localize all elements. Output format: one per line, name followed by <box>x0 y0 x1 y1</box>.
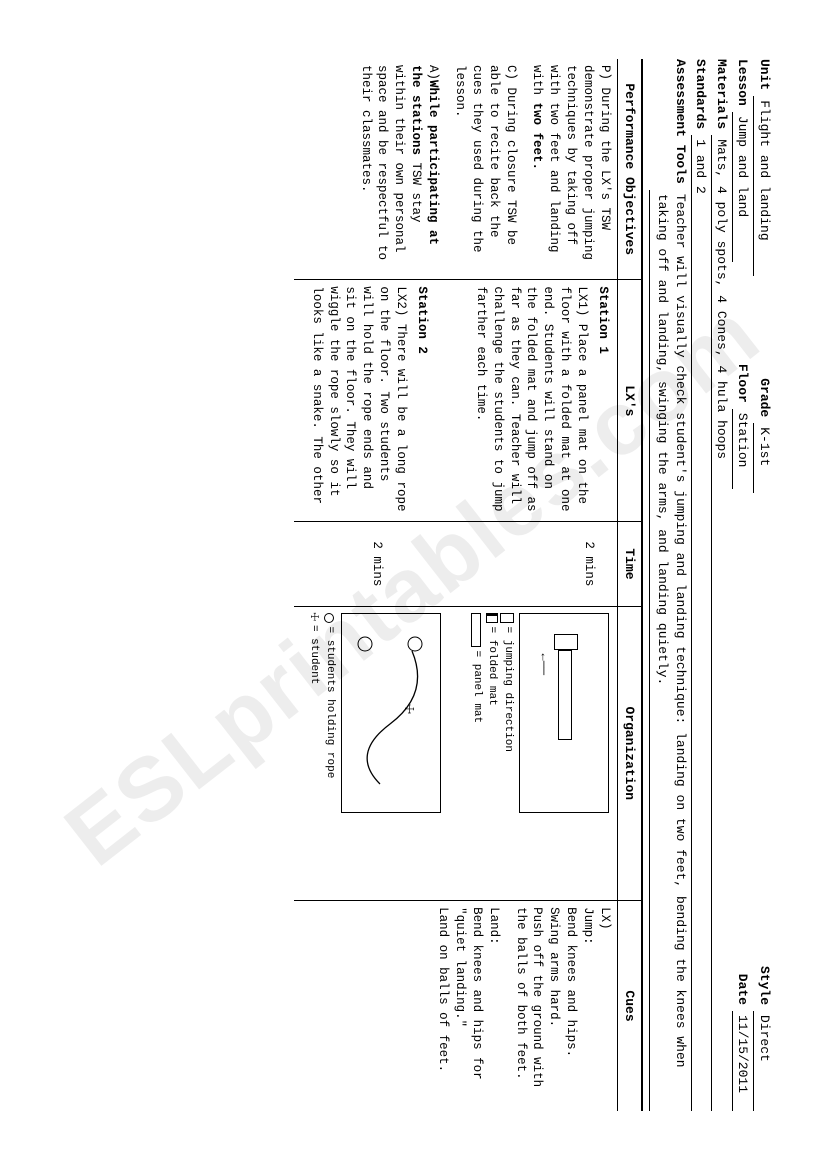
col-time-header: Time <box>617 521 642 605</box>
perf-p: P) During the LX's TSW demonstrate prope… <box>529 65 613 273</box>
style-value: Direct <box>753 1011 773 1111</box>
standards-value: 1 and 2 <box>691 135 710 1111</box>
perf-c: C) During closure TSW be able to recite … <box>451 65 519 273</box>
org2-legend: = students holding rope ☩= student <box>306 612 337 894</box>
header-row-5: Assessment Tools Teacher will visually c… <box>649 59 688 1111</box>
perf-p-bold: two feet. <box>530 102 544 170</box>
org-cell: ←—— = jumping direction = folded mat = p… <box>294 606 618 901</box>
col-cues-header: Cues <box>617 900 642 1110</box>
table-row: P) During the LX's TSW demonstrate prope… <box>294 59 618 1111</box>
svg-text:☩: ☩ <box>400 703 418 713</box>
materials-value: Mats, 4 poly spots, 4 Cones, 4 hula hoop… <box>711 135 730 1111</box>
cues-jump-h: Jump: <box>579 907 596 1105</box>
lesson-label: Lesson <box>732 59 752 106</box>
org1-diagram: ←—— <box>519 612 609 812</box>
lx2-text: LX2) There will be a long rope on the fl… <box>308 286 409 515</box>
station1-header: Station 1 <box>594 286 611 515</box>
cues-lx: LX) <box>596 907 613 1105</box>
org1-legend: = jumping direction = folded mat = panel… <box>469 612 515 894</box>
col-lx-header: LX's <box>617 279 642 521</box>
legend-stud: = students holding rope <box>321 626 336 778</box>
perf-cell: P) During the LX's TSW demonstrate prope… <box>294 59 618 280</box>
col-org-header: Organization <box>617 606 642 901</box>
materials-label: Materials <box>711 59 730 129</box>
standards-label: Standards <box>691 59 710 129</box>
cues-jump: Bend knees and hips. Swing arms hard. Pu… <box>512 907 580 1105</box>
assess-label: Assessment Tools <box>671 59 689 184</box>
date-label: Date <box>732 973 752 1004</box>
floor-value: Station <box>732 408 752 488</box>
time1: 2 mins <box>580 528 597 599</box>
lesson-plan-page: Unit Flight and landing Grade K-1st Styl… <box>33 35 793 1135</box>
assess-value: Teacher will visually check student's ju… <box>649 189 688 1110</box>
cues-land: Bend knees and hips for "quiet landing."… <box>434 907 485 1105</box>
legend-jump: = jumping direction <box>500 626 515 751</box>
time2: 2 mins <box>368 528 385 599</box>
unit-label: Unit <box>753 59 773 90</box>
lx1-text: LX1) Place a panel mat on the floor with… <box>472 286 590 515</box>
header-row-3: Materials Mats, 4 poly spots, 4 Cones, 4… <box>711 59 730 1111</box>
header-row-4: Standards 1 and 2 <box>691 59 710 1111</box>
time-cell: 2 mins 2 mins <box>294 521 618 605</box>
header-row-1: Unit Flight and landing Grade K-1st Styl… <box>753 59 773 1111</box>
style-label: Style <box>753 965 773 1004</box>
grade-label: Grade <box>753 378 773 417</box>
col-perf-header: Performance Objectives <box>617 59 642 280</box>
floor-label: Floor <box>732 363 752 402</box>
lesson-table: Performance Objectives LX's Time Organiz… <box>294 59 644 1111</box>
grade-value: K-1st <box>753 423 773 493</box>
org2-diagram: ☩ <box>341 612 441 812</box>
unit-value: Flight and landing <box>753 96 773 276</box>
date-value: 11/15/2011 <box>732 1011 752 1111</box>
lesson-value: Jump and land <box>732 111 752 261</box>
perf-a-lead: A) <box>426 65 440 80</box>
station2-header: Station 2 <box>413 286 430 515</box>
legend-fold: = folded mat <box>484 626 499 705</box>
lx-cell: Station 1 LX1) Place a panel mat on the … <box>294 279 618 521</box>
legend-panel: = panel mat <box>469 650 484 723</box>
cues-cell: LX) Jump: Bend knees and hips. Swing arm… <box>294 900 618 1110</box>
perf-a: A)While participating at the stations TS… <box>357 65 441 273</box>
legend-student: = student <box>306 624 321 683</box>
cues-land-h: Land: <box>485 907 502 1105</box>
header-row-2: Lesson Jump and land Floor Station Date … <box>732 59 752 1111</box>
